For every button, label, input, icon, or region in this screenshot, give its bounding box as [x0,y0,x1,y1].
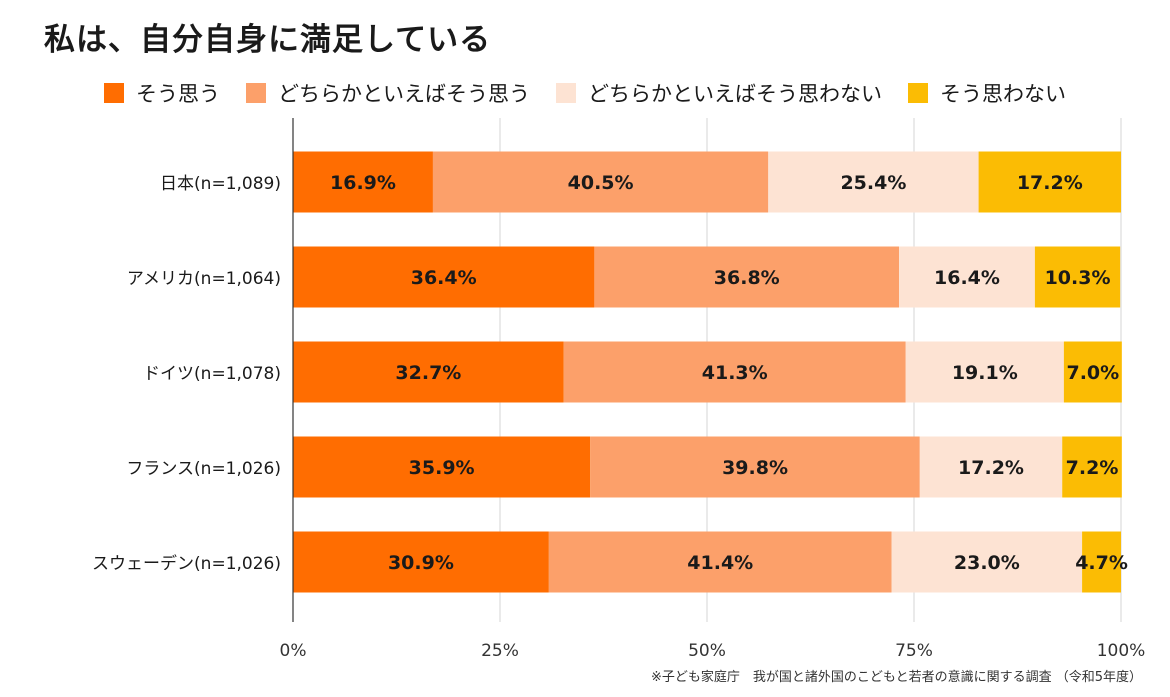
bar-segment [594,246,900,308]
x-tick-label: 25% [481,641,519,661]
bar-segment [563,341,906,403]
legend-label: そう思う [136,82,220,106]
legend-item: どちらかといえばそう思う [246,78,530,108]
bar-segment [548,531,892,593]
category-label: スウェーデン(n=1,026) [92,553,281,574]
data-label: 39.8% [722,457,788,479]
legend-label: どちらかといえばそう思わない [588,82,882,106]
bar-segment [1063,341,1122,403]
bar-segment [899,246,1035,308]
legend-swatch [104,83,124,103]
data-label: 4.7% [1075,552,1128,574]
legend-swatch [908,83,928,103]
chart-title: 私は、自分自身に満足している [44,22,492,58]
legend-item: そう思う [104,78,220,108]
bar-segment [891,531,1083,593]
data-label: 36.8% [714,267,780,289]
data-label: 17.2% [1017,172,1083,194]
x-tick-label: 75% [895,641,933,661]
data-label: 41.3% [702,362,768,384]
data-label: 7.2% [1066,457,1119,479]
data-label: 36.4% [411,267,477,289]
data-label: 19.1% [952,362,1018,384]
legend-item: どちらかといえばそう思わない [556,78,882,108]
legend-swatch [246,83,266,103]
data-label: 17.2% [958,457,1024,479]
data-label: 30.9% [388,552,454,574]
bar-segment [905,341,1064,403]
bar-segment [978,151,1121,213]
bar-segment [1062,436,1122,498]
legend-item: そう思わない [908,78,1066,108]
bar-segment [919,436,1063,498]
data-label: 23.0% [954,552,1020,574]
bar-segment [1082,531,1121,593]
x-tick-label: 0% [280,641,307,661]
data-label: 25.4% [840,172,906,194]
bar-segment [590,436,920,498]
legend: そう思う どちらかといえばそう思う どちらかといえばそう思わない そう思わない [104,78,1092,108]
bar-segment [293,151,433,213]
x-tick-label: 100% [1097,641,1146,661]
bar-segment [293,246,595,308]
source-note: ※子ども家庭庁 我が国と諸外国のこどもと若者の意識に関する調査 （令和5年度） [650,670,1142,685]
bar-segment [293,341,564,403]
data-label: 35.9% [409,457,475,479]
bar-segment [293,436,591,498]
data-label: 10.3% [1045,267,1111,289]
data-label: 41.4% [687,552,753,574]
category-label: 日本(n=1,089) [160,174,281,194]
category-label: アメリカ(n=1,064) [127,269,281,289]
bar-segment [293,531,549,593]
data-label: 32.7% [395,362,461,384]
data-label: 40.5% [568,172,634,194]
category-label: フランス(n=1,026) [126,459,281,479]
bar-segment [768,151,979,213]
x-tick-label: 50% [688,641,726,661]
legend-swatch [556,83,576,103]
bar-segment [1034,246,1121,308]
legend-label: そう思わない [940,82,1066,106]
data-label: 16.4% [934,267,1000,289]
bar-segment [432,151,769,213]
legend-label: どちらかといえばそう思う [278,82,530,106]
data-label: 16.9% [330,172,396,194]
data-label: 7.0% [1066,362,1119,384]
category-label: ドイツ(n=1,078) [143,364,281,384]
